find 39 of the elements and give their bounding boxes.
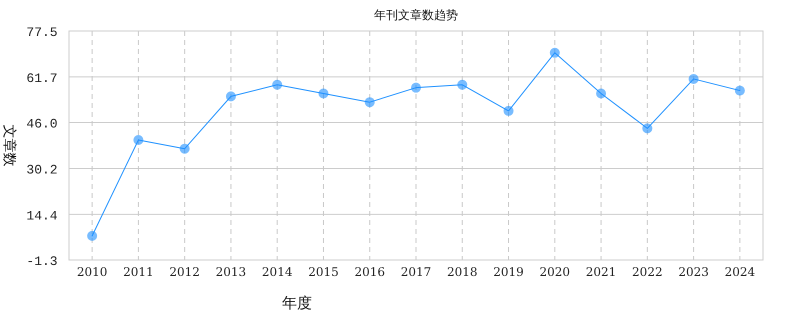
x-tick-label: 2015 — [308, 265, 339, 279]
x-tick-label: 2010 — [76, 265, 108, 279]
point — [87, 230, 98, 241]
x-tick-label: 2013 — [216, 265, 246, 279]
point — [504, 106, 514, 116]
point — [272, 80, 282, 90]
y-tick-label: 46.0 — [26, 116, 58, 132]
x-tick-label: 2022 — [632, 265, 663, 279]
point — [411, 82, 421, 93]
point — [180, 144, 190, 154]
point — [642, 123, 652, 134]
x-tick-label: 2024 — [724, 265, 756, 279]
x-tick-label: 2011 — [123, 265, 154, 279]
y-axis-title: 文章数 — [1, 124, 17, 166]
x-tick-label: 2020 — [540, 265, 570, 279]
x-axis-title: 年度 — [282, 294, 312, 312]
point — [550, 48, 560, 58]
point — [688, 74, 699, 84]
point — [457, 80, 468, 90]
y-tick-label: 30.2 — [26, 162, 58, 178]
y-tick-label: 61.7 — [26, 70, 58, 86]
point — [596, 88, 606, 98]
x-tick-label: 2017 — [400, 265, 432, 279]
y-tick-label: 14.4 — [26, 208, 58, 224]
point — [133, 134, 144, 145]
x-tick-label: 2016 — [354, 265, 386, 279]
x-tick-label: 2012 — [169, 265, 200, 279]
x-tick-label: 2021 — [586, 265, 616, 279]
y-tick-label: -1.3 — [26, 254, 58, 269]
x-tick-label: 2019 — [493, 265, 524, 279]
point — [734, 86, 745, 96]
point — [318, 88, 328, 98]
x-tick-label: 2023 — [678, 265, 709, 279]
point — [364, 97, 375, 108]
chart-title: 年刊文章数趋势 — [374, 8, 458, 22]
x-tick-label: 2014 — [262, 265, 293, 279]
y-tick-label: 77.5 — [26, 25, 58, 40]
x-tick-label: 2018 — [446, 265, 478, 279]
point — [226, 91, 236, 102]
